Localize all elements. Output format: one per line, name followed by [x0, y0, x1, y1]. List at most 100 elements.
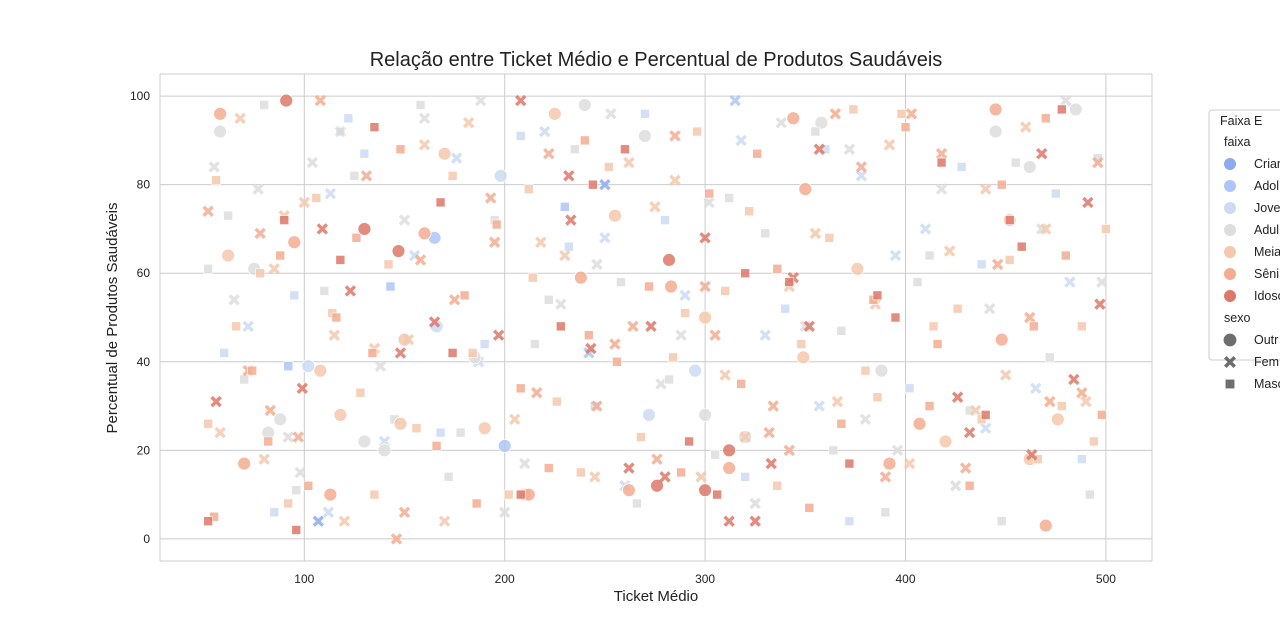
data-point: [872, 290, 883, 301]
data-point: [203, 516, 213, 526]
data-point: [645, 320, 657, 333]
data-point: [298, 196, 310, 209]
data-point: [1057, 104, 1067, 115]
data-point: [493, 168, 508, 183]
data-point: [872, 392, 883, 402]
data-point: [535, 236, 547, 248]
data-point: [759, 329, 771, 341]
data-point: [952, 303, 963, 314]
data-point: [497, 438, 512, 453]
data-point: [912, 416, 927, 431]
data-point: [1026, 449, 1038, 461]
data-point: [695, 471, 707, 483]
data-point: [231, 321, 241, 332]
data-point: [924, 401, 935, 411]
data-point: [844, 458, 855, 469]
data-point: [301, 359, 316, 374]
data-point: [498, 506, 511, 519]
data-point: [979, 183, 992, 195]
data-point: [651, 453, 663, 465]
data-point: [551, 396, 562, 407]
data-point: [294, 466, 306, 479]
data-point: [736, 379, 746, 389]
data-point: [890, 312, 901, 323]
data-point: [763, 426, 775, 439]
data-point: [699, 280, 711, 293]
x-tick-label: 400: [895, 572, 915, 586]
data-point: [335, 255, 346, 265]
data-point: [585, 342, 597, 355]
y-tick-label: 60: [137, 266, 151, 280]
legend-style-label: Masc: [1254, 377, 1280, 391]
data-point: [904, 383, 915, 394]
data-point: [879, 471, 892, 483]
data-point: [1061, 250, 1071, 261]
data-point: [228, 294, 240, 306]
data-point: [316, 223, 329, 235]
data-point: [563, 170, 575, 182]
data-point: [360, 170, 373, 182]
data-point: [214, 426, 226, 439]
data-point: [739, 431, 751, 443]
data-point: [1097, 410, 1107, 420]
legend-hue-label: Sêni: [1254, 267, 1279, 281]
data-point: [570, 144, 580, 155]
data-point: [772, 480, 783, 491]
data-point: [555, 298, 567, 310]
data-point: [402, 333, 415, 346]
data-point: [994, 332, 1009, 347]
data-point: [636, 432, 646, 442]
data-point: [891, 444, 904, 457]
data-point: [735, 134, 747, 147]
data-point: [655, 378, 667, 390]
data-point: [729, 94, 741, 107]
legend-style-label: Outr: [1254, 333, 1278, 347]
data-point: [698, 483, 712, 498]
data-point: [503, 489, 514, 500]
data-point: [813, 143, 826, 155]
data-point: [328, 329, 341, 341]
data-point: [306, 156, 319, 169]
data-point: [398, 214, 411, 226]
data-point: [1004, 215, 1015, 225]
data-point: [804, 503, 815, 513]
data-point: [848, 104, 859, 115]
data-point: [377, 443, 392, 458]
data-point: [938, 434, 953, 449]
data-point: [698, 407, 712, 422]
y-tick-label: 80: [137, 178, 151, 192]
data-point: [355, 387, 366, 398]
data-point: [719, 369, 731, 381]
data-point: [279, 93, 294, 108]
data-point: [484, 192, 497, 204]
data-point: [319, 286, 330, 296]
data-point: [523, 184, 534, 194]
y-axis-label: Percentual de Produtos Saudáveis: [104, 203, 121, 434]
data-point: [956, 162, 967, 172]
data-point: [796, 339, 807, 349]
data-point: [660, 215, 670, 225]
legend-hue-marker: [1224, 246, 1236, 258]
data-point: [391, 244, 406, 258]
data-point: [622, 483, 636, 498]
data-point: [796, 350, 811, 365]
data-point: [1068, 373, 1080, 386]
data-point: [882, 456, 897, 471]
data-point: [712, 489, 722, 500]
y-tick-label: 100: [130, 89, 150, 103]
data-point: [543, 463, 554, 473]
data-point: [969, 404, 982, 417]
data-point: [1028, 321, 1039, 332]
data-point: [1044, 395, 1056, 408]
data-point: [252, 183, 264, 195]
data-point: [749, 515, 761, 527]
data-point: [1004, 255, 1015, 265]
data-point: [515, 383, 526, 394]
data-point: [435, 197, 446, 208]
legend-items: Crian Adol Jove Adul Meia Sêni Idoso Outr Fem Mas…: [1222, 157, 1280, 391]
data-point: [589, 471, 601, 483]
data-point: [455, 427, 466, 438]
data-point: [684, 436, 694, 447]
data-point: [659, 471, 671, 483]
data-point: [565, 214, 577, 226]
